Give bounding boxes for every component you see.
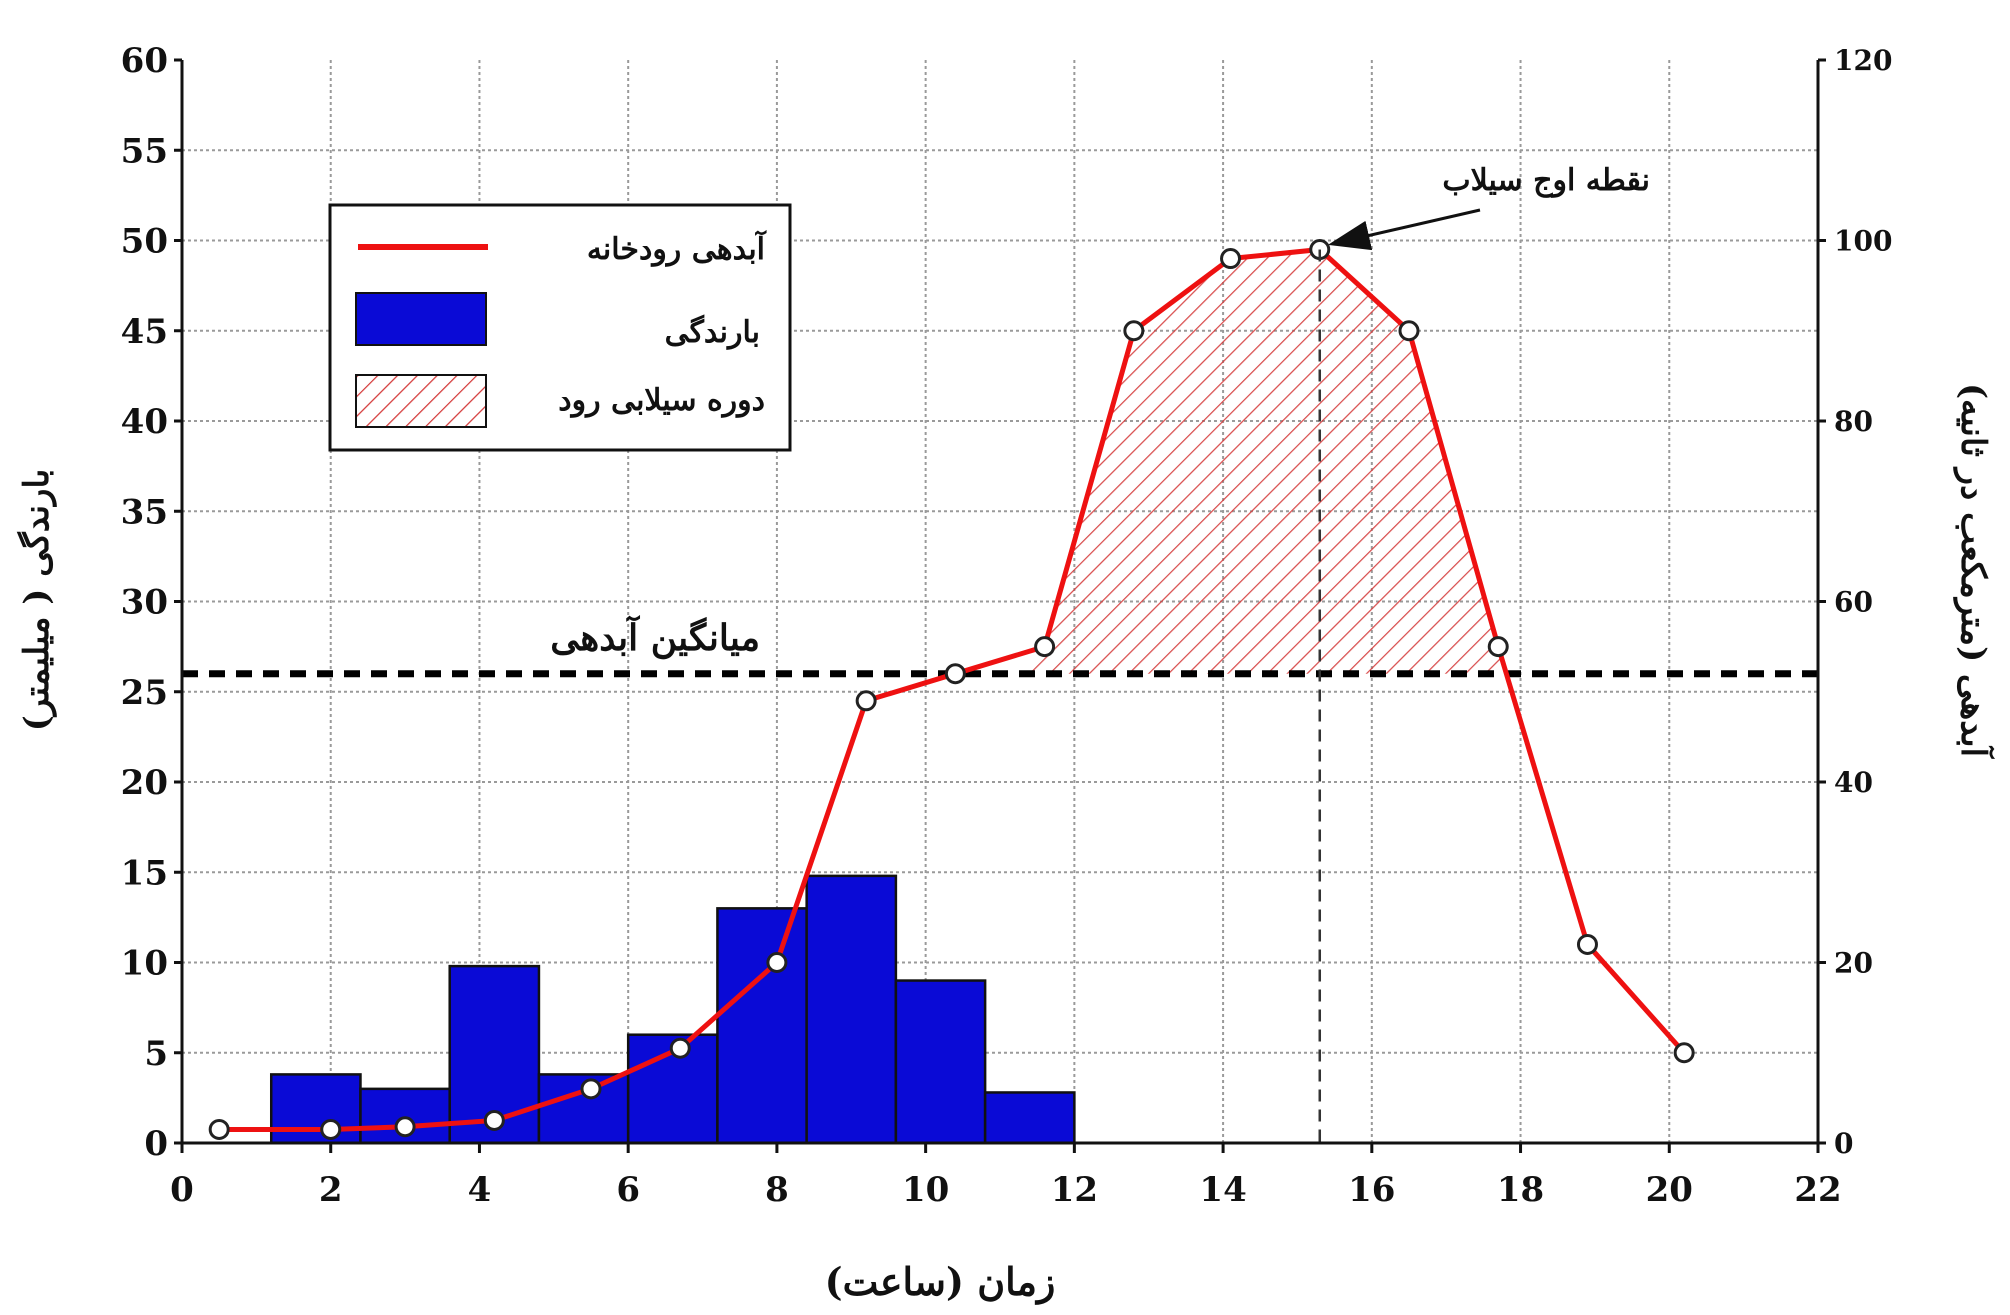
y-tick-label-right: 40 bbox=[1834, 766, 1873, 799]
y-tick-label-left: 15 bbox=[121, 853, 168, 893]
flood-hatch-area bbox=[1014, 249, 1510, 674]
flood-period-area bbox=[1014, 249, 1510, 674]
x-tick-label: 12 bbox=[1051, 1170, 1098, 1210]
rainfall-bar bbox=[805, 874, 898, 1145]
x-tick-label: 18 bbox=[1497, 1170, 1544, 1210]
x-tick-label: 14 bbox=[1199, 1170, 1246, 1210]
y-tick-label-left: 40 bbox=[121, 402, 168, 442]
discharge-point bbox=[669, 1037, 691, 1059]
discharge-point bbox=[944, 663, 966, 685]
discharge-line bbox=[208, 239, 1695, 1140]
x-tick-label: 6 bbox=[616, 1170, 640, 1210]
x-tick-label: 8 bbox=[765, 1170, 789, 1210]
discharge-point bbox=[1123, 320, 1145, 342]
x-tick-label: 20 bbox=[1646, 1170, 1693, 1210]
discharge-point bbox=[1220, 248, 1242, 270]
rainfall-bar bbox=[983, 1091, 1076, 1145]
y-tick-label-left: 60 bbox=[121, 41, 168, 81]
y-axis-label-left: بارندگی ( میلیمتر) bbox=[16, 469, 57, 732]
rainfall-bar bbox=[716, 907, 808, 1145]
annotations bbox=[1318, 208, 1481, 1143]
axes: 0 2 4 6 8 10 12 14 16 18 20 22 0 5 10 15 20 25 30 35 40 45 50 5… bbox=[121, 41, 1893, 1210]
y-tick-label-right: 60 bbox=[1834, 586, 1873, 619]
y-tick-label-right: 100 bbox=[1834, 225, 1892, 258]
mean-discharge-label: میانگین آبدهی bbox=[550, 614, 760, 660]
legend-hatch-swatch bbox=[355, 374, 487, 428]
y-tick-label-left: 0 bbox=[144, 1124, 168, 1164]
y-tick-label-left: 35 bbox=[121, 492, 168, 532]
discharge-point bbox=[1673, 1042, 1695, 1064]
y-tick-label-left: 25 bbox=[121, 673, 168, 713]
discharge-point bbox=[855, 690, 877, 712]
discharge-point bbox=[320, 1118, 342, 1140]
discharge-point bbox=[1487, 636, 1509, 658]
legend-bar-swatch bbox=[355, 292, 487, 346]
y-tick-label-left: 50 bbox=[121, 222, 168, 262]
x-tick-label: 22 bbox=[1794, 1170, 1841, 1210]
rainfall-bar bbox=[626, 1033, 719, 1145]
discharge-point bbox=[1576, 933, 1598, 955]
discharge-point bbox=[208, 1118, 230, 1140]
discharge-point bbox=[1398, 320, 1420, 342]
discharge-point bbox=[394, 1116, 416, 1138]
x-axis-label: زمان (ساعت) bbox=[825, 1259, 1056, 1305]
y-axis-label-right: آبدهی (مترمکعب در ثانیه) bbox=[1953, 383, 1995, 760]
x-tick-label: 0 bbox=[170, 1170, 194, 1210]
x-tick-label: 2 bbox=[319, 1170, 343, 1210]
discharge-point bbox=[1034, 636, 1056, 658]
y-tick-label-left: 55 bbox=[121, 131, 168, 171]
y-tick-label-right: 80 bbox=[1834, 405, 1873, 438]
y-tick-label-left: 45 bbox=[121, 312, 168, 352]
legend-label-flood: دوره سیلابی رود bbox=[558, 383, 765, 418]
y-tick-label-left: 5 bbox=[144, 1034, 168, 1074]
legend-label-discharge: آبدهی رودخانه bbox=[587, 229, 767, 267]
y-tick-label-left: 10 bbox=[121, 944, 168, 984]
y-tick-label-right: 0 bbox=[1834, 1127, 1853, 1160]
discharge-point bbox=[580, 1078, 602, 1100]
y-tick-label-right: 120 bbox=[1834, 44, 1892, 77]
peak-arrow bbox=[1327, 208, 1481, 251]
rainfall-bar bbox=[894, 979, 987, 1145]
legend-label-rainfall: بارندگی bbox=[665, 314, 760, 350]
x-tick-label: 10 bbox=[902, 1170, 949, 1210]
x-tick-label: 16 bbox=[1348, 1170, 1395, 1210]
legend: آبدهی رودخانه بارندگی دوره سیلابی رود bbox=[328, 203, 792, 452]
x-tick-label: 4 bbox=[468, 1170, 492, 1210]
y-tick-label-left: 20 bbox=[121, 763, 168, 803]
discharge-point bbox=[766, 952, 788, 973]
y-tick-label-right: 20 bbox=[1834, 947, 1873, 980]
y-tick-label-left: 30 bbox=[121, 583, 168, 623]
rainfall-bar bbox=[269, 1073, 362, 1145]
peak-annotation-label: نقطه اوج سیلاب bbox=[1442, 163, 1650, 198]
discharge-point bbox=[483, 1109, 505, 1131]
